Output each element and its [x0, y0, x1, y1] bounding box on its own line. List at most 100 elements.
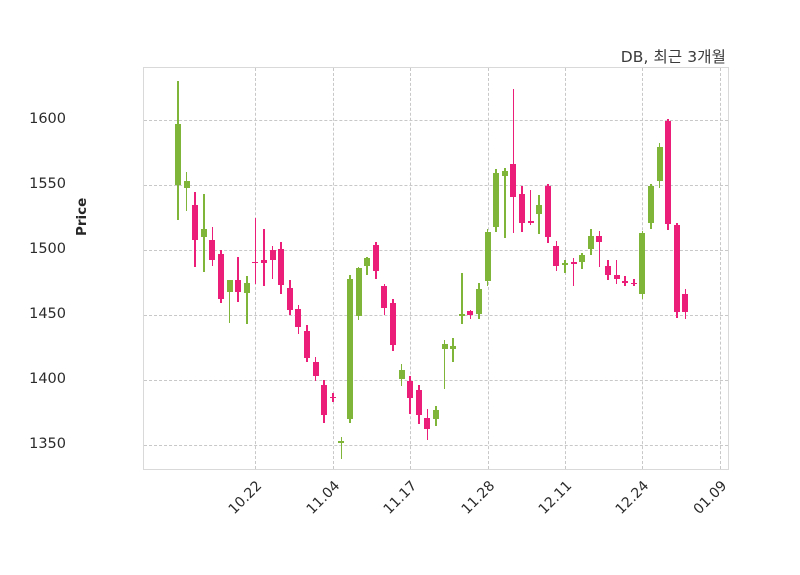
candle-body: [544, 186, 551, 237]
gridline-vertical: [410, 68, 412, 469]
candle-body: [647, 186, 655, 223]
candle: [144, 68, 728, 469]
candle: [144, 68, 728, 469]
candle-wick: [340, 437, 343, 460]
gridline-horizontal: [144, 315, 728, 316]
candle: [144, 68, 728, 469]
candle: [144, 68, 728, 469]
candle-wick: [443, 339, 446, 390]
candle: [144, 68, 728, 469]
candle-body: [527, 221, 534, 223]
candle: [144, 68, 728, 469]
candle-body: [338, 441, 345, 443]
candle: [144, 68, 728, 469]
x-axis-tick-label: 01.09: [690, 478, 731, 518]
candle-wick: [228, 283, 231, 323]
candle-body: [553, 246, 560, 266]
candle-body: [441, 343, 448, 349]
y-axis-tick-label: 1450: [29, 306, 66, 322]
candle-body: [295, 308, 302, 327]
candle-body: [183, 181, 190, 188]
candle-body: [622, 281, 629, 283]
candle: [144, 68, 728, 469]
candle-body: [389, 303, 397, 345]
y-axis-tick-label: 1400: [29, 371, 66, 387]
candle-body: [510, 164, 517, 197]
candle: [144, 68, 728, 469]
candle-body: [209, 239, 216, 261]
gridline-vertical: [332, 68, 334, 469]
candle: [144, 68, 728, 469]
candle-body: [192, 204, 199, 240]
x-axis-tick-label: 11.17: [380, 478, 421, 518]
candle: [144, 68, 728, 469]
candle-body: [226, 279, 233, 292]
candle-body: [458, 313, 465, 317]
candle: [144, 68, 728, 469]
candle: [144, 68, 728, 469]
candle: [144, 68, 728, 469]
x-axis-tick-label: 11.04: [303, 478, 344, 518]
candle-wick: [237, 256, 239, 302]
candle: [144, 68, 728, 469]
candle: [144, 68, 728, 469]
candle: [144, 68, 728, 469]
candle-body: [656, 147, 663, 182]
candle-body: [321, 385, 328, 416]
candle-body: [561, 263, 569, 265]
candle: [144, 68, 728, 469]
candle: [144, 68, 728, 469]
candle-body: [587, 235, 594, 249]
candle-wick: [633, 278, 635, 287]
candle-body: [381, 286, 388, 309]
candle-body: [174, 123, 182, 185]
candle: [144, 68, 728, 469]
candle: [144, 68, 728, 469]
candle: [144, 68, 728, 469]
candle: [144, 68, 728, 469]
candle-body: [346, 278, 354, 419]
candle-wick: [452, 338, 454, 362]
candle: [144, 68, 728, 469]
candle-wick: [504, 168, 506, 239]
candle: [144, 68, 728, 469]
candle: [144, 68, 728, 469]
candle-series: [144, 68, 728, 469]
x-axis-tick-label: 11.28: [458, 478, 498, 518]
candle-body: [329, 396, 336, 399]
candle: [144, 68, 728, 469]
candle: [144, 68, 728, 469]
candle-body: [278, 248, 285, 286]
candle-body: [579, 255, 586, 262]
candle: [144, 68, 728, 469]
candle-wick: [185, 172, 188, 211]
candle-wick: [254, 217, 257, 284]
candle-wick: [538, 195, 540, 235]
candle-body: [475, 289, 483, 314]
candle: [144, 68, 728, 469]
y-axis-label: Price: [74, 197, 90, 236]
candle: [144, 68, 728, 469]
candle-body: [243, 282, 250, 293]
candle-body: [639, 233, 646, 295]
candle-body: [673, 225, 680, 313]
chart-title: DB, 최근 3개월: [620, 48, 726, 66]
gridline-horizontal: [144, 185, 728, 186]
candle-body: [312, 361, 319, 377]
candle-wick: [271, 246, 274, 279]
candle-body: [269, 250, 276, 261]
candle: [144, 68, 728, 469]
x-axis-tick-label: 12.24: [613, 478, 653, 518]
candle-body: [613, 274, 620, 279]
candle: [144, 68, 728, 469]
candle: [144, 68, 728, 469]
candle: [144, 68, 728, 469]
candle-body: [570, 261, 577, 265]
candle: [144, 68, 728, 469]
x-axis-tick-label: 12.11: [535, 478, 576, 518]
candle-body: [200, 229, 207, 237]
candle-body: [467, 311, 474, 315]
candle-body: [398, 369, 405, 379]
gridline-horizontal: [144, 380, 728, 381]
candle-body: [604, 265, 612, 275]
